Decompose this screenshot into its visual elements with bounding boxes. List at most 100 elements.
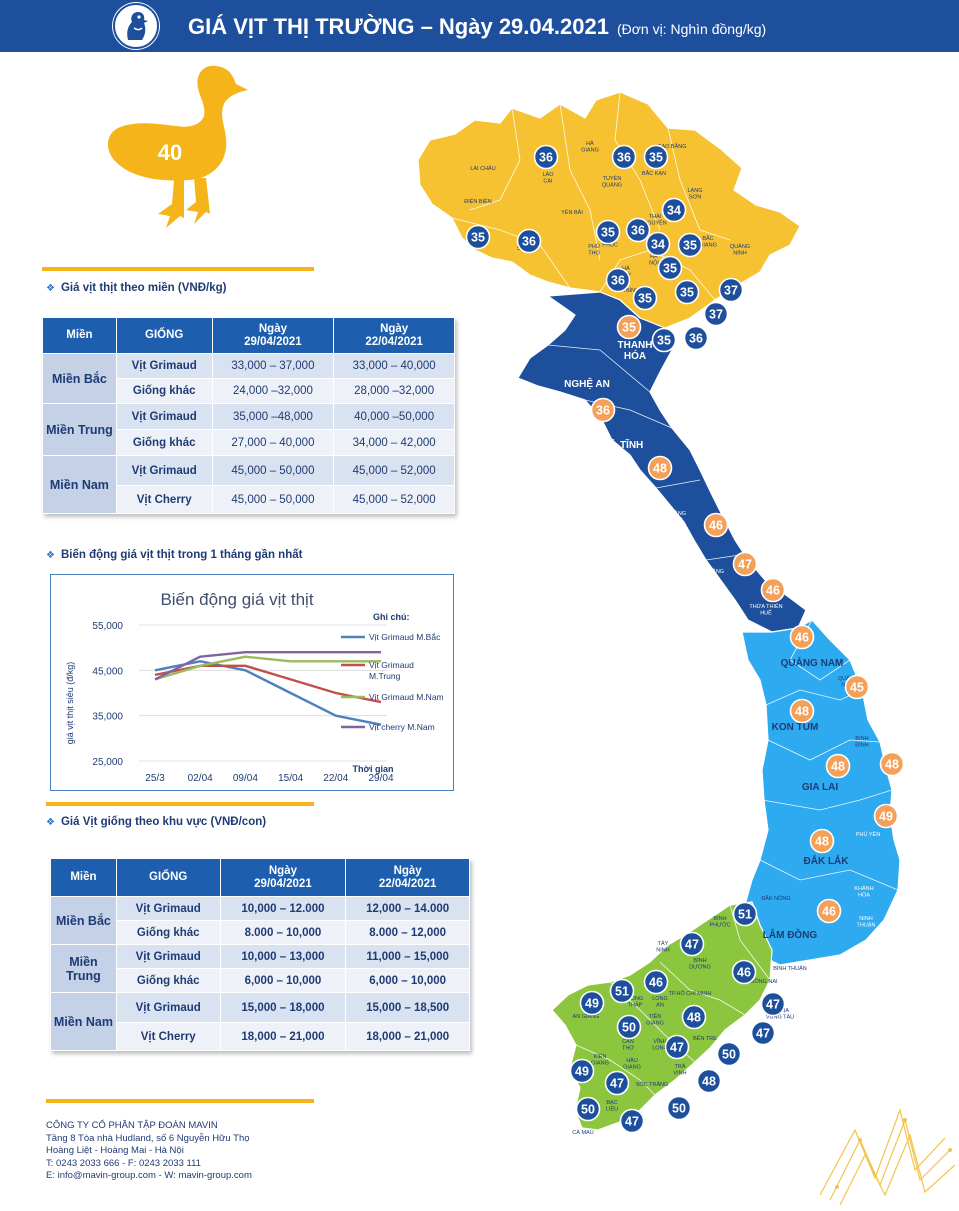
province-price-badge: 50 (666, 1095, 692, 1121)
map-region-north (417, 91, 801, 329)
svg-text:47: 47 (685, 938, 699, 952)
mavin-logo (112, 2, 160, 50)
current-price-cell: 24,000 –32,000 (211, 378, 335, 404)
province-label: AN GIANG (573, 1014, 600, 1020)
svg-text:48: 48 (885, 758, 899, 772)
previous-price-cell: 45,000 – 52,000 (333, 485, 455, 514)
diamond-bullet-icon: ❖ (46, 817, 55, 828)
province-price-badge: 51 (732, 901, 758, 927)
company-address-line2: Hoàng Liệt - Hoàng Mai - Hà Nội (46, 1145, 184, 1156)
svg-text:47: 47 (738, 558, 752, 572)
previous-price-cell: 18,000 – 21,000 (345, 1022, 470, 1051)
current-price-cell: 6,000 – 10,000 (219, 968, 347, 993)
province-label: THỪA THIÊN HUẾ (749, 602, 782, 617)
x-tick-label: 09/04 (233, 773, 258, 784)
province-label: YÊN BÁI (561, 208, 583, 216)
province-price-badge: 46 (816, 898, 842, 924)
province-price-badge: 36 (605, 267, 631, 293)
col-header-breed: GIỐNG (115, 858, 221, 897)
breed-price-table: Miền GIỐNG Ngày 29/04/2021 Ngày 22/04/20… (50, 858, 470, 1051)
y-tick-label: 45,000 (92, 666, 123, 677)
divider-line (42, 267, 314, 271)
svg-text:47: 47 (610, 1077, 624, 1091)
province-price-badge: 46 (731, 959, 757, 985)
province-price-badge: 48 (809, 828, 835, 854)
divider-line (46, 1099, 314, 1103)
breed-cell: Vịt Grimaud (115, 992, 221, 1023)
section-title-price-trend: ❖ Biến động giá vịt thịt trong 1 tháng gầ… (46, 549, 303, 561)
company-info: CÔNG TY CỔ PHẦN TẬP ĐOÀN MAVIN Tầng 8 Tò… (46, 1120, 252, 1183)
province-label: NINH THUẬN (857, 916, 876, 929)
breed-cell: Vịt Grimaud (115, 353, 213, 379)
province-label: QUẢNG NAM (781, 656, 844, 669)
province-price-badge: 35 (651, 327, 677, 353)
current-price-cell: 8.000 – 10,000 (219, 920, 347, 945)
breed-cell: Vịt Grimaud (115, 403, 213, 430)
col-header-previous-date: Ngày 22/04/2021 (345, 858, 470, 897)
province-label: THÁI NGUYÊN (643, 213, 667, 227)
legend-label: Vịt Grimaud M.Bắc (369, 632, 441, 642)
province-label: BẮC KẠN (642, 169, 666, 177)
province-price-badge: 35 (595, 219, 621, 245)
province-label: VĨNH LONG (652, 1038, 668, 1052)
region-cell: Miền Nam (50, 992, 117, 1051)
province-price-badge: 35 (632, 285, 658, 311)
svg-text:50: 50 (672, 1102, 686, 1116)
svg-text:34: 34 (667, 204, 681, 218)
decorative-crown-icon (819, 1107, 956, 1206)
y-axis-label: giá vịt thịt siêu (đ/kg) (65, 662, 75, 745)
svg-text:35: 35 (638, 292, 652, 306)
divider-line (46, 802, 314, 806)
province-price-badge: 46 (703, 512, 729, 538)
province-price-badge: 36 (683, 325, 709, 351)
svg-text:36: 36 (631, 224, 645, 238)
col-header-region: Miền (50, 858, 117, 897)
line-chart: Biến động giá vịt thịt giá vịt thịt siêu… (65, 590, 444, 784)
province-label: LÀO CAI (542, 171, 554, 185)
province-label: HÀ GIANG (581, 140, 599, 154)
company-web: E: info@mavin-group.com - W: mavin-group… (46, 1170, 252, 1181)
unit-label: (Đơn vị: Nghìn đồng/kg) (616, 21, 767, 37)
region-cell: Miền Bắc (42, 353, 117, 404)
svg-text:46: 46 (737, 966, 751, 980)
province-price-badge: 35 (643, 144, 669, 170)
y-tick-label: 25,000 (92, 757, 123, 768)
current-price-cell: 33,000 – 37,000 (211, 353, 335, 379)
svg-text:36: 36 (617, 151, 631, 165)
current-price-cell: 27,000 – 40,000 (211, 429, 335, 456)
province-label: HÀ NỘI (649, 253, 659, 267)
svg-text:45: 45 (850, 681, 864, 695)
col-header-current-date: Ngày 29/04/2021 (211, 317, 335, 354)
price-trend-chart: Biến động giá vịt thịt giá vịt thịt siêu… (50, 574, 454, 791)
current-price-cell: 35,000 –48,000 (211, 403, 335, 430)
province-price-badge: 37 (718, 277, 744, 303)
province-label: PHÚ THỌ (588, 243, 600, 257)
province-price-badge: 34 (661, 197, 687, 223)
svg-text:46: 46 (766, 584, 780, 598)
province-label: THANH HÓA (618, 340, 653, 362)
province-price-badge: 46 (789, 624, 815, 650)
province-price-badge: 48 (647, 455, 673, 481)
region-cell: Miền Trung (50, 944, 117, 993)
province-price-badge: 47 (619, 1108, 645, 1134)
province-label: LẠNG SƠN (688, 188, 703, 201)
svg-text:50: 50 (722, 1048, 736, 1062)
province-price-badge: 45 (844, 674, 870, 700)
province-price-badge: 51 (609, 978, 635, 1004)
breed-cell: Vịt Grimaud (115, 455, 213, 486)
diamond-bullet-icon: ❖ (46, 283, 55, 294)
legend-label: Vịt Grimaud M.Nam (369, 692, 444, 702)
province-label: BẠC LIÊU (606, 1100, 618, 1113)
province-price-badge: 46 (760, 577, 786, 603)
province-label: BẮC GIANG (699, 234, 717, 249)
svg-text:51: 51 (615, 985, 629, 999)
province-label: GIA LAI (802, 782, 839, 793)
svg-text:36: 36 (689, 332, 703, 346)
province-label: HÀ TĨNH (603, 438, 644, 451)
region-cell: Miền Nam (42, 455, 117, 514)
current-price-cell: 18,000 – 21,000 (219, 1022, 347, 1051)
province-label: TIỀN GIANG (646, 1013, 664, 1027)
province-label: NGHỆ AN (564, 377, 610, 390)
province-price-badge: 49 (873, 803, 899, 829)
